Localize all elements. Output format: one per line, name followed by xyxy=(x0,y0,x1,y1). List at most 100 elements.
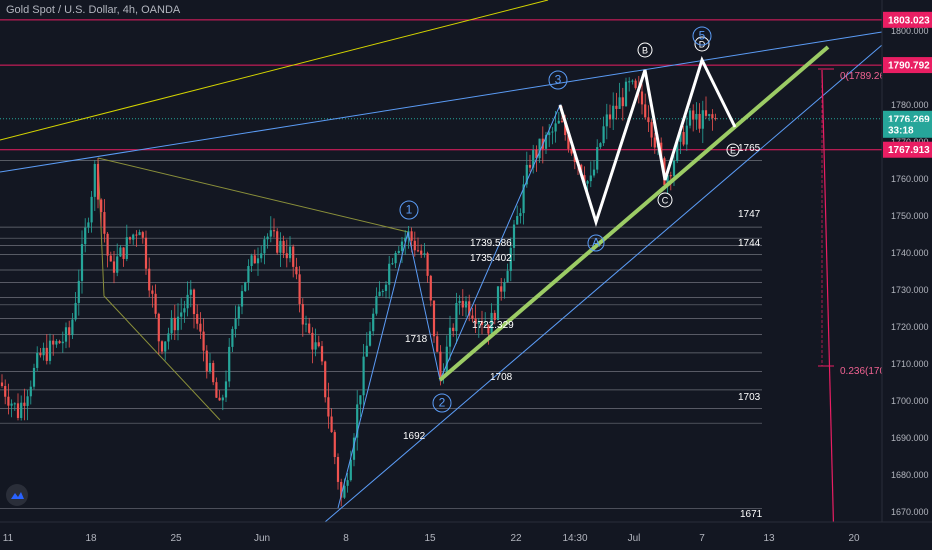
y-tick-label: 1690.000 xyxy=(891,433,929,443)
y-tick-label: 1760.000 xyxy=(891,174,929,184)
candle-body xyxy=(282,240,285,254)
y-tick-label: 1720.000 xyxy=(891,322,929,332)
candle-body xyxy=(548,132,551,135)
candle-body xyxy=(589,175,592,182)
candle-body xyxy=(455,303,458,332)
candle-body xyxy=(352,437,356,460)
candle-body xyxy=(103,212,106,234)
tradingview-logo-icon xyxy=(6,484,28,506)
candle-body xyxy=(151,290,154,294)
candle-body xyxy=(516,216,519,225)
candle-body xyxy=(484,324,487,326)
candle-body xyxy=(388,263,391,285)
candle-body xyxy=(333,432,336,457)
candle-body xyxy=(87,222,90,228)
candle-body xyxy=(432,300,436,337)
candle-body xyxy=(84,227,87,245)
price-badge-label: 1776.269 xyxy=(888,114,930,125)
candle-body xyxy=(391,263,394,265)
candle-body xyxy=(378,291,381,297)
x-tick-label: 18 xyxy=(85,533,97,544)
level-label: 1703 xyxy=(738,392,761,403)
candle-body xyxy=(532,149,535,168)
price-annotation: 1692 xyxy=(403,431,426,442)
candle-body xyxy=(554,123,557,132)
candle-body xyxy=(535,149,538,159)
candle-body xyxy=(160,341,164,352)
candle-body xyxy=(525,164,528,185)
candle-body xyxy=(116,256,119,273)
candle-body xyxy=(202,331,205,351)
candle-body xyxy=(538,138,541,159)
candle-body xyxy=(135,234,138,236)
candle-body xyxy=(509,247,512,271)
candle-body xyxy=(231,329,234,347)
candle-body xyxy=(215,382,218,398)
candle-body xyxy=(221,397,224,401)
candle-body xyxy=(266,236,269,240)
candle-body xyxy=(356,404,359,438)
chart-title: Gold Spot / U.S. Dollar, 4h, OANDA xyxy=(6,4,181,16)
candle-body xyxy=(349,459,352,481)
candle-body xyxy=(48,340,52,361)
candle-body xyxy=(80,244,84,281)
candle-body xyxy=(458,300,461,304)
wave-marker xyxy=(399,200,419,220)
candle-body xyxy=(320,346,324,362)
candle-body xyxy=(477,321,480,324)
x-tick-label: 13 xyxy=(763,533,775,544)
candle-body xyxy=(522,184,525,214)
candle-body xyxy=(26,396,29,406)
candle-body xyxy=(276,231,279,253)
candle-body xyxy=(397,250,400,253)
candle-body xyxy=(669,175,672,177)
price-annotation: 1718 xyxy=(405,334,428,345)
candle-body xyxy=(330,416,333,433)
candle-body xyxy=(500,286,503,292)
candle-body xyxy=(29,386,32,397)
candle-body xyxy=(295,266,298,275)
candle-body xyxy=(605,114,608,127)
y-tick-label: 1800.000 xyxy=(891,26,929,36)
candle-body xyxy=(692,110,695,120)
candle-body xyxy=(480,321,484,325)
candle-body xyxy=(324,361,327,398)
candle-body xyxy=(314,342,317,350)
candle-body xyxy=(676,141,679,161)
wave-label: 1 xyxy=(406,203,413,217)
candle-body xyxy=(189,289,192,295)
price-badge-label: 1790.792 xyxy=(888,61,930,72)
candle-body xyxy=(340,481,343,498)
candle-body xyxy=(263,239,266,254)
candle-body xyxy=(666,175,669,186)
candle-body xyxy=(647,117,650,123)
x-tick-label: 14:30 xyxy=(562,533,587,544)
candle-body xyxy=(20,402,23,418)
candle-body xyxy=(375,296,378,314)
candle-body xyxy=(557,120,560,124)
candle-body xyxy=(90,196,93,223)
candle-body xyxy=(679,132,682,142)
candle-body xyxy=(436,336,439,352)
candle-body xyxy=(0,382,4,387)
x-tick-label: 22 xyxy=(510,533,522,544)
y-tick-label: 1730.000 xyxy=(891,285,929,295)
wave-label: 2 xyxy=(439,396,446,410)
candle-body xyxy=(109,255,112,262)
candle-body xyxy=(10,403,13,406)
candle-body xyxy=(173,317,176,331)
candle-body xyxy=(704,110,708,116)
candle-body xyxy=(93,163,96,197)
candle-body xyxy=(560,120,564,122)
candle-body xyxy=(64,327,68,342)
fib-label: 0(1789.265) xyxy=(840,71,894,82)
candle-body xyxy=(144,237,148,269)
candle-body xyxy=(426,253,429,276)
wave-label: C xyxy=(662,196,669,206)
candle-body xyxy=(186,294,189,309)
candle-body xyxy=(493,312,496,320)
y-tick-label: 1740.000 xyxy=(891,248,929,258)
candle-body xyxy=(304,323,308,325)
